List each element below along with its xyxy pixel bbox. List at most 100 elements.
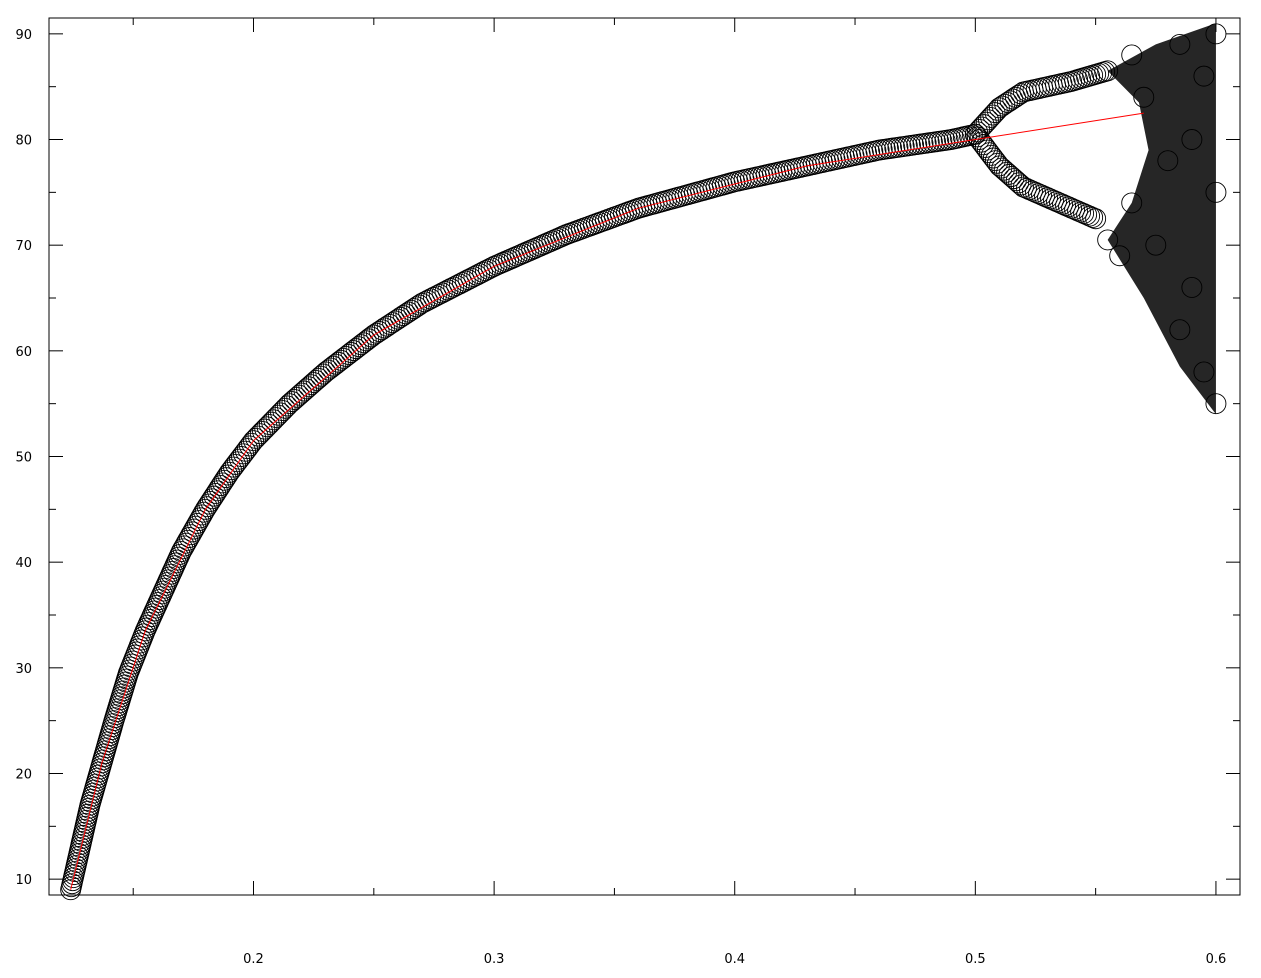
marker-series-0 xyxy=(60,23,1227,901)
y-tick-label: 90 xyxy=(15,28,32,43)
y-tick-label: 70 xyxy=(15,239,32,254)
marker-main-164 xyxy=(263,409,285,431)
marker-main-248 xyxy=(483,255,505,277)
marker-chaotic-0 xyxy=(1097,229,1119,251)
marker-main-211 xyxy=(379,313,401,335)
marker-main-131 xyxy=(198,493,220,515)
marker-main-163 xyxy=(261,411,283,433)
marker-main-256 xyxy=(506,245,528,267)
y-tick-label: 40 xyxy=(15,556,32,571)
x-tick-label: 0.4 xyxy=(724,952,745,967)
marker-main-255 xyxy=(503,246,525,268)
marker-main-93 xyxy=(143,600,165,622)
marker-lower-branch-25 xyxy=(1022,180,1043,202)
marker-lower-branch-39 xyxy=(1064,199,1086,220)
marker-lower-branch-29 xyxy=(1034,185,1055,207)
marker-main-90 xyxy=(139,609,161,630)
marker-chaotic-9 xyxy=(1181,129,1203,150)
y-tick-label: 60 xyxy=(15,345,32,360)
marker-main-129 xyxy=(194,498,216,520)
chaotic-region-0 xyxy=(1107,23,1216,415)
plot-content xyxy=(60,23,1227,901)
marker-main-149 xyxy=(231,446,252,467)
marker-main-150 xyxy=(233,443,254,465)
marker-lower-branch-36 xyxy=(1055,195,1077,217)
marker-lower-branch-3 xyxy=(970,131,992,153)
marker-upper-branch-47 xyxy=(1097,60,1119,82)
marker-main-133 xyxy=(201,488,223,510)
x-tick-label: 0.2 xyxy=(243,952,264,967)
marker-main-91 xyxy=(141,606,163,628)
marker-main-212 xyxy=(382,312,403,334)
marker-lower-branch-33 xyxy=(1046,191,1067,213)
marker-main-265 xyxy=(532,234,554,256)
marker-chaotic-6 xyxy=(1157,150,1179,172)
marker-main-138 xyxy=(210,475,232,497)
marker-main-156 xyxy=(245,427,267,449)
marker-lower-branch-43 xyxy=(1076,204,1098,226)
axis-ticks xyxy=(49,18,1240,895)
marker-main-257 xyxy=(509,244,531,266)
marker-main-146 xyxy=(225,453,246,475)
marker-lower-branch-37 xyxy=(1058,196,1080,218)
marker-main-110 xyxy=(165,552,187,574)
y-tick-label: 80 xyxy=(15,134,32,149)
marker-main-157 xyxy=(247,425,269,447)
marker-main-147 xyxy=(227,451,248,473)
marker-main-206 xyxy=(366,322,387,344)
marker-main-137 xyxy=(208,477,230,499)
marker-main-251 xyxy=(492,252,514,273)
marker-main-87 xyxy=(136,617,157,639)
marker-main-254 xyxy=(500,248,522,270)
marker-main-109 xyxy=(164,555,186,577)
marker-lower-branch-6 xyxy=(976,139,998,161)
marker-main-259 xyxy=(515,241,537,263)
marker-main-215 xyxy=(390,306,412,328)
marker-lower-branch-26 xyxy=(1025,181,1046,203)
marker-upper-branch-13 xyxy=(994,93,1016,115)
marker-main-270 xyxy=(547,227,569,249)
marker-main-155 xyxy=(243,430,264,452)
marker-main-132 xyxy=(200,490,221,512)
marker-chaotic-3 xyxy=(1121,44,1143,66)
marker-lower-branch-41 xyxy=(1070,201,1092,223)
y-tick-label: 10 xyxy=(15,873,32,888)
marker-chaotic-8 xyxy=(1169,319,1191,341)
marker-lower-branch-38 xyxy=(1061,197,1083,219)
marker-main-143 xyxy=(219,461,240,483)
marker-main-165 xyxy=(265,407,287,428)
marker-lower-branch-27 xyxy=(1028,183,1049,205)
marker-main-159 xyxy=(252,420,273,442)
marker-main-207 xyxy=(368,321,390,342)
marker-lower-branch-0 xyxy=(964,123,986,145)
marker-main-247 xyxy=(480,257,502,279)
marker-lower-branch-45 xyxy=(1082,206,1104,228)
marker-main-268 xyxy=(541,230,563,252)
marker-main-205 xyxy=(363,324,385,346)
trend-line-1 xyxy=(70,112,1144,890)
marker-lower-branch-22 xyxy=(1013,176,1034,198)
y-axis-tick-labels: 10 20 30 40 50 60 70 80 90 xyxy=(15,28,32,888)
marker-main-151 xyxy=(235,440,256,462)
marker-main-158 xyxy=(249,423,271,445)
marker-chaotic-1 xyxy=(1109,245,1131,267)
marker-main-208 xyxy=(371,319,393,341)
marker-lower-branch-28 xyxy=(1031,184,1052,206)
marker-upper-branch-8 xyxy=(982,104,1004,126)
marker-lower-branch-23 xyxy=(1016,177,1037,199)
marker-main-264 xyxy=(529,235,551,257)
x-axis-tick-labels: 0.2 0.3 0.4 0.5 0.6 xyxy=(243,952,1226,967)
marker-main-95 xyxy=(146,594,168,616)
marker-main-160 xyxy=(254,418,276,440)
marker-main-249 xyxy=(486,254,508,276)
marker-main-136 xyxy=(206,480,228,502)
marker-main-220 xyxy=(403,298,425,320)
marker-main-88 xyxy=(137,614,159,636)
marker-main-89 xyxy=(138,611,160,633)
marker-lower-branch-20 xyxy=(1008,172,1030,194)
marker-upper-branch-16 xyxy=(1002,88,1024,110)
y-tick-label: 20 xyxy=(15,767,32,782)
marker-main-260 xyxy=(518,240,540,262)
marker-main-92 xyxy=(142,603,164,625)
